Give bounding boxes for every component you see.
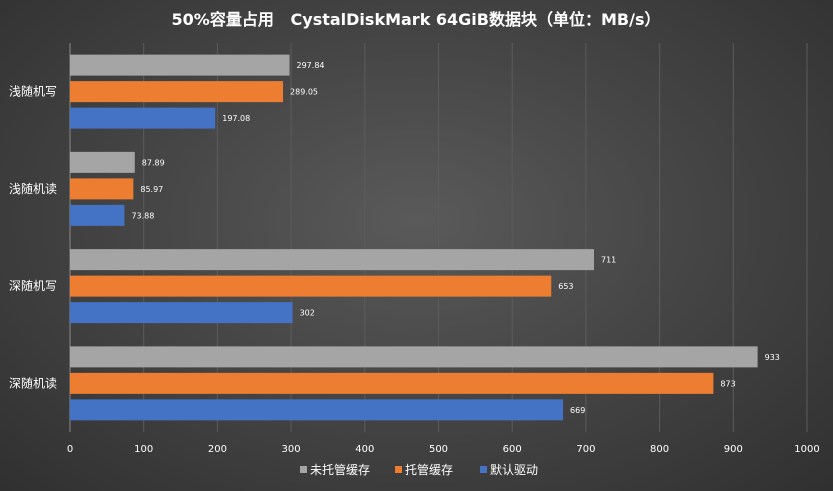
data-label: 73.88 xyxy=(131,211,154,220)
bar xyxy=(70,249,595,271)
x-tick-label: 400 xyxy=(355,444,374,455)
bar xyxy=(70,178,134,200)
data-labels: 297.84 289.05 197.08 87.89 85.97 73.88 711 653 3… xyxy=(131,61,779,415)
legend-item[interactable]: 托管缓存 xyxy=(405,462,453,477)
category-label: 深随机读 xyxy=(9,375,57,390)
bar xyxy=(70,81,284,103)
bar xyxy=(70,346,758,368)
legend-swatch xyxy=(300,466,307,473)
data-label: 197.08 xyxy=(222,114,250,123)
data-label: 302 xyxy=(300,309,315,318)
x-tick-label: 900 xyxy=(724,444,743,455)
bar xyxy=(70,204,125,226)
bar xyxy=(70,275,552,297)
chart-title: 50%容量占用 CystalDiskMark 64GiB数据块（单位：MB/s） xyxy=(172,10,661,29)
legend-swatch xyxy=(480,466,487,473)
category-label: 深随机写 xyxy=(9,278,57,293)
category-label: 浅随机读 xyxy=(9,181,57,196)
x-tick-label: 0 xyxy=(67,444,73,455)
x-tick-label: 800 xyxy=(650,444,669,455)
legend[interactable]: 未托管缓存 托管缓存 默认驱动 xyxy=(300,462,538,477)
data-label: 653 xyxy=(558,282,573,291)
data-label: 933 xyxy=(765,353,780,362)
legend-item[interactable]: 未托管缓存 xyxy=(310,462,370,477)
data-label: 87.89 xyxy=(142,158,165,167)
bar xyxy=(70,399,564,421)
bar xyxy=(70,54,290,76)
x-tick-label: 200 xyxy=(208,444,227,455)
x-tick-label: 1000 xyxy=(794,444,819,455)
x-tick-label: 700 xyxy=(576,444,595,455)
bars xyxy=(70,54,758,421)
data-label: 873 xyxy=(720,379,735,388)
bar xyxy=(70,302,293,324)
data-label: 669 xyxy=(570,406,585,415)
legend-swatch xyxy=(395,466,402,473)
x-tick-label: 100 xyxy=(134,444,153,455)
x-tick-label: 600 xyxy=(503,444,522,455)
data-label: 289.05 xyxy=(290,88,318,97)
legend-item[interactable]: 默认驱动 xyxy=(490,462,538,477)
x-tick-label: 300 xyxy=(282,444,301,455)
bar xyxy=(70,372,714,394)
data-label: 297.84 xyxy=(297,61,325,70)
data-label: 85.97 xyxy=(140,185,163,194)
bar xyxy=(70,151,135,173)
x-axis-ticks: 0 100 200 300 400 500 600 700 800 900 1000 xyxy=(67,444,820,455)
bar xyxy=(70,107,216,129)
data-label: 711 xyxy=(601,256,616,265)
x-tick-label: 500 xyxy=(429,444,448,455)
category-label: 浅随机写 xyxy=(9,84,57,99)
